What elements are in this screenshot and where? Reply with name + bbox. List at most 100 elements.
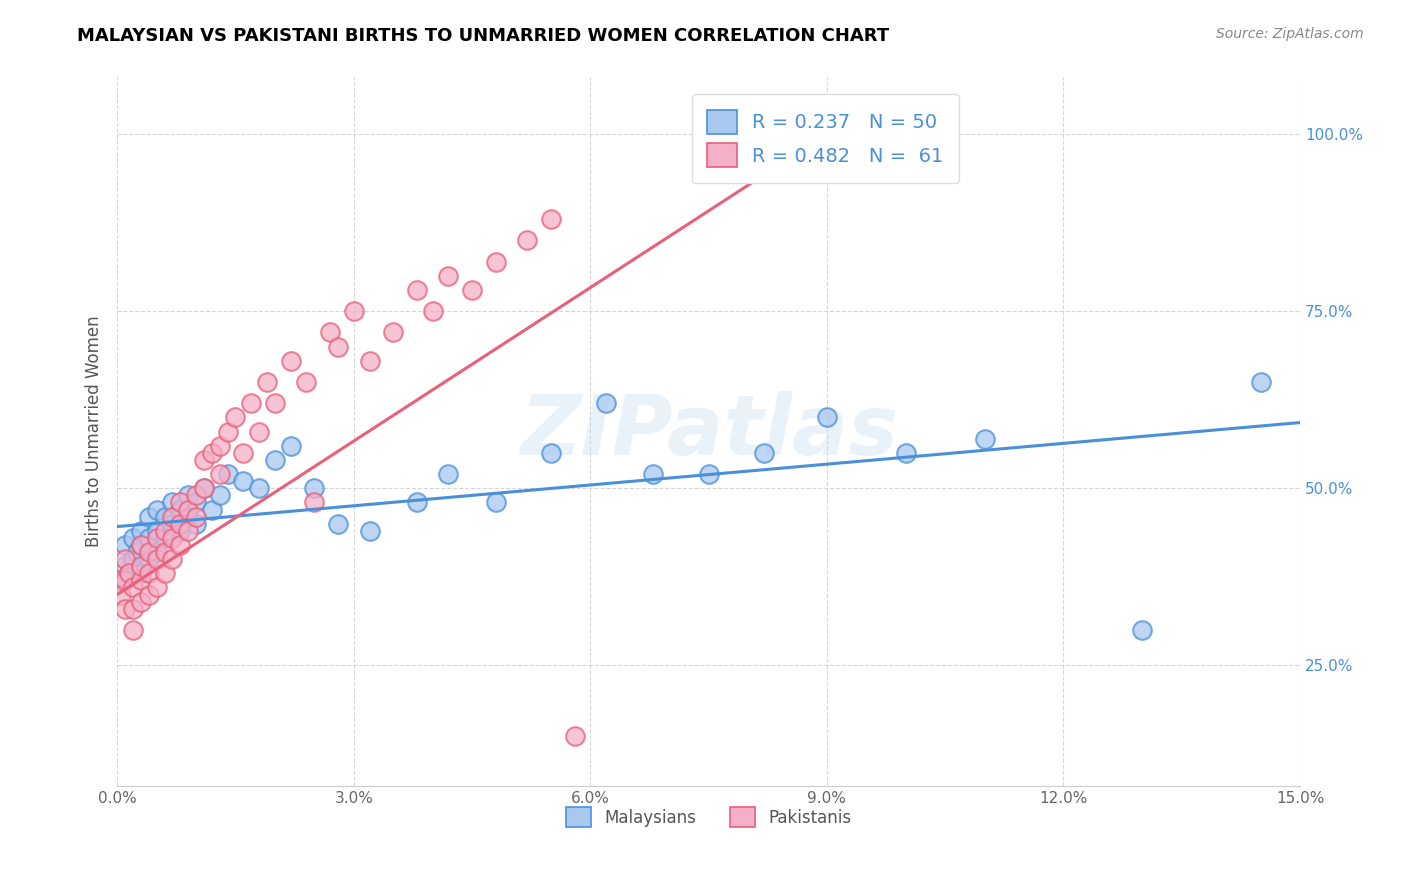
Point (153, 566, 176, 581)
Point (114, 538, 136, 552)
Point (108, 574, 131, 588)
Point (114, 601, 136, 615)
Point (422, 304, 444, 318)
Point (138, 588, 160, 602)
Point (110, 588, 132, 602)
Point (973, 432, 995, 446)
Y-axis label: Births to Unmarried Women: Births to Unmarried Women (86, 316, 103, 548)
Point (162, 552, 184, 566)
Point (169, 516, 191, 531)
Point (129, 559, 152, 574)
Point (122, 623, 145, 637)
Text: Source: ZipAtlas.com: Source: ZipAtlas.com (1216, 27, 1364, 41)
Point (326, 516, 349, 531)
Point (326, 340, 349, 354)
Point (516, 233, 538, 247)
Point (145, 531, 167, 545)
Point (201, 446, 224, 460)
Point (177, 488, 200, 502)
Point (129, 566, 152, 581)
Point (162, 509, 184, 524)
Point (138, 566, 160, 581)
Point (1250, 375, 1272, 389)
Point (208, 439, 231, 453)
Point (894, 446, 917, 460)
Point (114, 559, 136, 574)
Point (193, 481, 215, 495)
Point (247, 425, 270, 439)
Point (264, 453, 287, 467)
Point (240, 396, 263, 410)
Text: ZIPatlas: ZIPatlas (520, 391, 897, 472)
Point (114, 552, 136, 566)
Point (138, 509, 160, 524)
Point (129, 574, 152, 588)
Point (540, 212, 562, 227)
Point (184, 488, 207, 502)
Point (776, 127, 799, 141)
Point (304, 481, 326, 495)
Point (643, 467, 665, 482)
Point (208, 488, 231, 502)
Point (815, 410, 838, 425)
Point (405, 495, 427, 509)
Point (382, 326, 405, 340)
Point (461, 283, 484, 297)
Point (208, 467, 231, 482)
Point (177, 509, 200, 524)
Point (114, 574, 136, 588)
Point (405, 283, 427, 297)
Point (564, 729, 586, 743)
Point (485, 254, 508, 268)
Point (540, 446, 562, 460)
Point (129, 594, 152, 608)
Point (162, 516, 184, 531)
Point (169, 538, 191, 552)
Point (145, 552, 167, 566)
Legend: Malaysians, Pakistanis: Malaysians, Pakistanis (560, 800, 858, 834)
Point (295, 375, 318, 389)
Point (138, 545, 160, 559)
Point (122, 581, 145, 595)
Point (184, 495, 207, 509)
Point (118, 566, 141, 581)
Point (122, 531, 145, 545)
Point (256, 375, 278, 389)
Point (1130, 623, 1153, 637)
Point (264, 396, 287, 410)
Point (184, 509, 207, 524)
Point (217, 425, 239, 439)
Text: MALAYSIAN VS PAKISTANI BIRTHS TO UNMARRIED WOMEN CORRELATION CHART: MALAYSIAN VS PAKISTANI BIRTHS TO UNMARRI… (77, 27, 890, 45)
Point (280, 353, 302, 368)
Point (201, 502, 224, 516)
Point (169, 524, 191, 538)
Point (122, 552, 145, 566)
Point (162, 495, 184, 509)
Point (153, 509, 176, 524)
Point (280, 439, 302, 453)
Point (304, 495, 326, 509)
Point (437, 268, 460, 283)
Point (138, 552, 160, 566)
Point (122, 601, 145, 615)
Point (153, 524, 176, 538)
Point (129, 524, 152, 538)
Point (319, 326, 342, 340)
Point (145, 581, 167, 595)
Point (110, 574, 132, 588)
Point (485, 495, 508, 509)
Point (145, 545, 167, 559)
Point (169, 502, 191, 516)
Point (177, 524, 200, 538)
Point (145, 524, 167, 538)
Point (184, 516, 207, 531)
Point (343, 304, 366, 318)
Point (177, 502, 200, 516)
Point (193, 481, 215, 495)
Point (752, 446, 775, 460)
Point (129, 538, 152, 552)
Point (153, 531, 176, 545)
Point (595, 396, 617, 410)
Point (138, 531, 160, 545)
Point (153, 545, 176, 559)
